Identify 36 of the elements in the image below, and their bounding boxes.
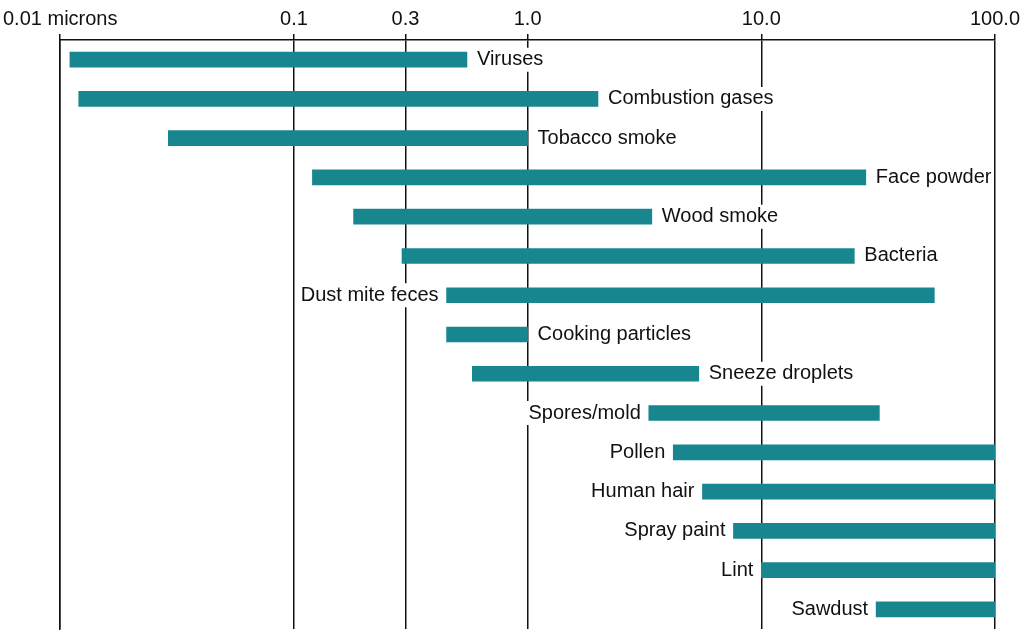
y-tick-label: Combustion gases — [607, 86, 774, 109]
y-tick-label: Human hair — [591, 479, 695, 502]
bar — [446, 326, 528, 343]
y-tick-label: Wood smoke — [661, 204, 779, 227]
y-tick-label: Lint — [721, 557, 754, 580]
bar — [401, 248, 855, 264]
y-tick-label: Bacteria — [864, 243, 939, 266]
bar — [78, 91, 599, 107]
y-tick-label: Viruses — [476, 47, 544, 70]
y-tick-label: Spores/mold — [528, 400, 641, 423]
y-tick-label: Pollen — [609, 439, 666, 462]
y-tick-label: Face powder — [875, 164, 992, 187]
bar — [875, 601, 995, 618]
y-tick-label: Dust mite feces — [300, 282, 439, 305]
x-tick-label: 0.01 microns — [3, 6, 118, 29]
x-tick-label: 10.0 — [741, 6, 781, 29]
bar — [446, 287, 935, 304]
x-tick-label: 100.0 — [969, 6, 1021, 29]
bar — [69, 51, 468, 68]
bar — [760, 562, 995, 578]
bar — [648, 405, 880, 421]
bar — [353, 208, 653, 225]
y-tick-label: Sneeze droplets — [708, 361, 854, 384]
bar — [312, 169, 867, 186]
bar — [167, 130, 528, 146]
y-tick-label: Tobacco smoke — [537, 125, 677, 148]
x-tick-label: 1.0 — [513, 6, 542, 29]
bar — [733, 523, 995, 539]
x-tick-label: 0.1 — [280, 6, 308, 29]
x-tick-label: 0.3 — [391, 6, 420, 29]
y-tick-label: Sawdust — [791, 596, 869, 619]
bar — [672, 444, 995, 461]
bar — [472, 365, 700, 382]
y-tick-label: Cooking particles — [537, 322, 692, 345]
y-tick-label: Spray paint — [624, 518, 726, 541]
bar — [702, 483, 995, 500]
